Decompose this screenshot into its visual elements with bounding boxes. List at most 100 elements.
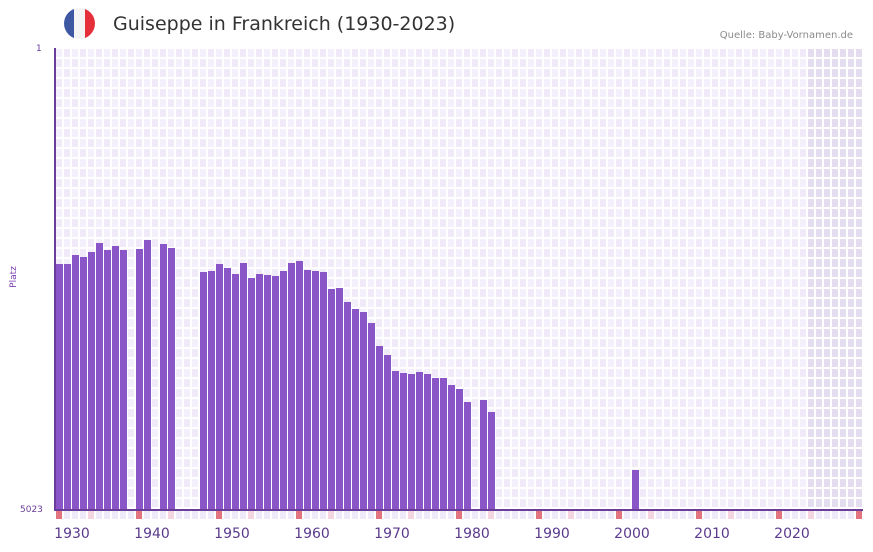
grid-cell	[832, 449, 838, 457]
grid-cell	[768, 369, 774, 377]
bar-1938[interactable]	[120, 249, 127, 510]
grid-cell	[112, 69, 118, 77]
bar-1981[interactable]	[464, 401, 471, 510]
grid-cell	[544, 139, 550, 147]
grid-cell	[560, 79, 566, 87]
grid-cell	[64, 209, 70, 217]
bar-1950[interactable]	[216, 263, 223, 510]
grid-cell	[568, 339, 574, 347]
bar-1973[interactable]	[400, 373, 407, 510]
bar-1951[interactable]	[224, 267, 231, 510]
bar-1944[interactable]	[168, 247, 175, 510]
bar-1967[interactable]	[352, 308, 359, 510]
grid-cell	[720, 219, 726, 227]
grid-cell	[120, 139, 126, 147]
bar-1980[interactable]	[456, 389, 463, 510]
grid-cell	[392, 99, 398, 107]
grid-cell	[824, 199, 830, 207]
bar-1956[interactable]	[264, 274, 271, 510]
bar-1948[interactable]	[200, 271, 207, 510]
grid-cell	[656, 199, 662, 207]
grid-cell	[656, 169, 662, 177]
bar-1975[interactable]	[416, 371, 423, 510]
bar-1954[interactable]	[248, 277, 255, 510]
grid-cell	[768, 149, 774, 157]
grid-cell	[408, 149, 414, 157]
grid-cell	[632, 79, 638, 87]
grid-cell	[848, 429, 854, 437]
grid-cell	[680, 499, 686, 507]
bar-1978[interactable]	[440, 377, 447, 510]
bar-1960[interactable]	[296, 260, 303, 510]
grid-cell	[800, 229, 806, 237]
grid-cell	[64, 149, 70, 157]
bar-1955[interactable]	[256, 273, 263, 510]
bar-1933[interactable]	[80, 256, 87, 510]
bar-1935[interactable]	[96, 242, 103, 510]
bar-1963[interactable]	[320, 271, 327, 510]
bar-1984[interactable]	[488, 412, 495, 510]
grid-cell	[496, 399, 502, 407]
bar-1930[interactable]	[56, 263, 63, 510]
year-marker	[224, 511, 230, 519]
grid-cell	[568, 249, 574, 257]
bar-1953[interactable]	[240, 262, 247, 510]
bar-1957[interactable]	[272, 275, 279, 510]
bar-1952[interactable]	[232, 273, 239, 510]
bar-1958[interactable]	[280, 270, 287, 510]
bar-1959[interactable]	[288, 262, 295, 510]
grid-cell	[160, 169, 166, 177]
bar-1977[interactable]	[432, 377, 439, 510]
bar-1968[interactable]	[360, 311, 367, 510]
grid-cell	[728, 279, 734, 287]
year-marker	[624, 511, 630, 519]
bar-1972[interactable]	[392, 370, 399, 510]
bar-1983[interactable]	[480, 399, 487, 510]
grid-cell	[744, 69, 750, 77]
bar-1941[interactable]	[144, 239, 151, 510]
bar-1964[interactable]	[328, 288, 335, 510]
bar-1961[interactable]	[304, 269, 311, 510]
bar-1934[interactable]	[88, 251, 95, 510]
bar-1936[interactable]	[104, 249, 111, 510]
grid-cell	[256, 249, 262, 257]
bar-1976[interactable]	[424, 374, 431, 510]
grid-cell	[704, 189, 710, 197]
bar-1962[interactable]	[312, 270, 319, 510]
bar-2002[interactable]	[632, 469, 639, 510]
grid-cell	[216, 209, 222, 217]
grid-cell	[216, 59, 222, 67]
bar-1937[interactable]	[112, 245, 119, 510]
grid-cell	[856, 49, 862, 57]
bar-1970[interactable]	[376, 345, 383, 510]
grid-cell	[576, 179, 582, 187]
bar-1932[interactable]	[72, 254, 79, 510]
bar-1974[interactable]	[408, 374, 415, 510]
grid-cell	[320, 199, 326, 207]
grid-cell	[232, 179, 238, 187]
grid-cell	[600, 339, 606, 347]
grid-cell	[816, 89, 822, 97]
grid-cell	[584, 339, 590, 347]
bar-1979[interactable]	[448, 384, 455, 510]
bar-1949[interactable]	[208, 270, 215, 510]
grid-cell	[496, 479, 502, 487]
grid-cell	[448, 119, 454, 127]
bar-1931[interactable]	[64, 263, 71, 510]
bar-1969[interactable]	[368, 322, 375, 510]
grid-cell	[688, 499, 694, 507]
grid-cell	[616, 149, 622, 157]
bar-1943[interactable]	[160, 243, 167, 510]
bar-1966[interactable]	[344, 301, 351, 510]
bar-1940[interactable]	[136, 248, 143, 510]
grid-cell	[464, 139, 470, 147]
grid-cell	[560, 119, 566, 127]
grid-cell	[536, 399, 542, 407]
bar-1965[interactable]	[336, 287, 343, 510]
grid-cell	[72, 89, 78, 97]
grid-cell	[544, 429, 550, 437]
grid-cell	[584, 439, 590, 447]
grid-cell	[352, 149, 358, 157]
grid-cell	[824, 459, 830, 467]
bar-1971[interactable]	[384, 354, 391, 510]
